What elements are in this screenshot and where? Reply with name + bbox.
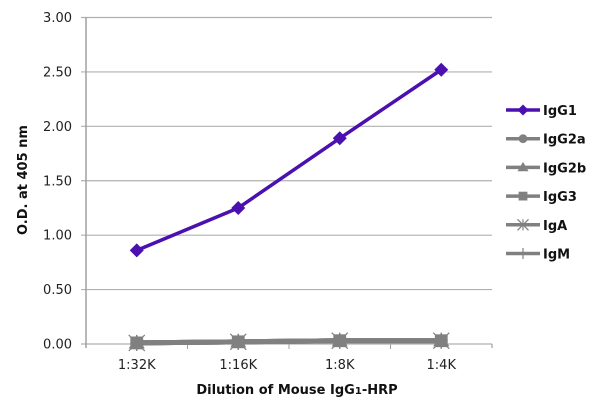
- x-axis-title: Dilution of Mouse IgG1-HRP: [196, 383, 397, 398]
- legend-item-igg3: IgG3: [506, 190, 577, 205]
- legend-item-iga: IgA: [506, 219, 567, 234]
- x-axis-ticks: 1:32K 1:16K 1:8K 1:4K: [118, 344, 457, 373]
- gridlines: [81, 16, 493, 348]
- x-tick-label: 1:8K: [325, 358, 355, 373]
- legend-label: IgM: [543, 248, 570, 263]
- y-tick-label: 0.50: [43, 283, 72, 298]
- x-tick-label: 1:32K: [118, 358, 156, 373]
- series-igg2a: [130, 334, 448, 350]
- y-axis-title: O.D. at 405 nm: [16, 125, 31, 235]
- legend-label: IgG1: [543, 104, 577, 119]
- series-igg1: [129, 62, 449, 258]
- legend-item-igg1: IgG1: [506, 104, 577, 119]
- y-tick-label: 0.00: [43, 338, 72, 353]
- y-tick-label: 1.50: [43, 174, 72, 189]
- x-tick-label: 1:4K: [427, 358, 457, 373]
- legend-item-igg2b: IgG2b: [506, 161, 586, 176]
- y-tick-label: 1.00: [43, 229, 72, 244]
- legend-item-igm: IgM: [506, 248, 570, 263]
- y-tick-label: 3.00: [43, 11, 72, 26]
- y-tick-label: 2.50: [43, 65, 72, 80]
- data-series: [128, 62, 450, 352]
- legend-item-igg2a: IgG2a: [506, 133, 586, 148]
- y-tick-label: 2.00: [43, 120, 72, 135]
- legend-label: IgG2a: [543, 133, 586, 148]
- legend: IgG1 IgG2a IgG2b IgG3 IgA IgM: [506, 104, 586, 263]
- x-tick-label: 1:16K: [219, 358, 257, 373]
- legend-label: IgA: [543, 219, 567, 234]
- y-axis-ticks: 0.00 0.50 1.00 1.50 2.00 2.50 3.00: [43, 11, 72, 353]
- legend-label: IgG3: [543, 190, 577, 205]
- legend-label: IgG2b: [543, 161, 586, 176]
